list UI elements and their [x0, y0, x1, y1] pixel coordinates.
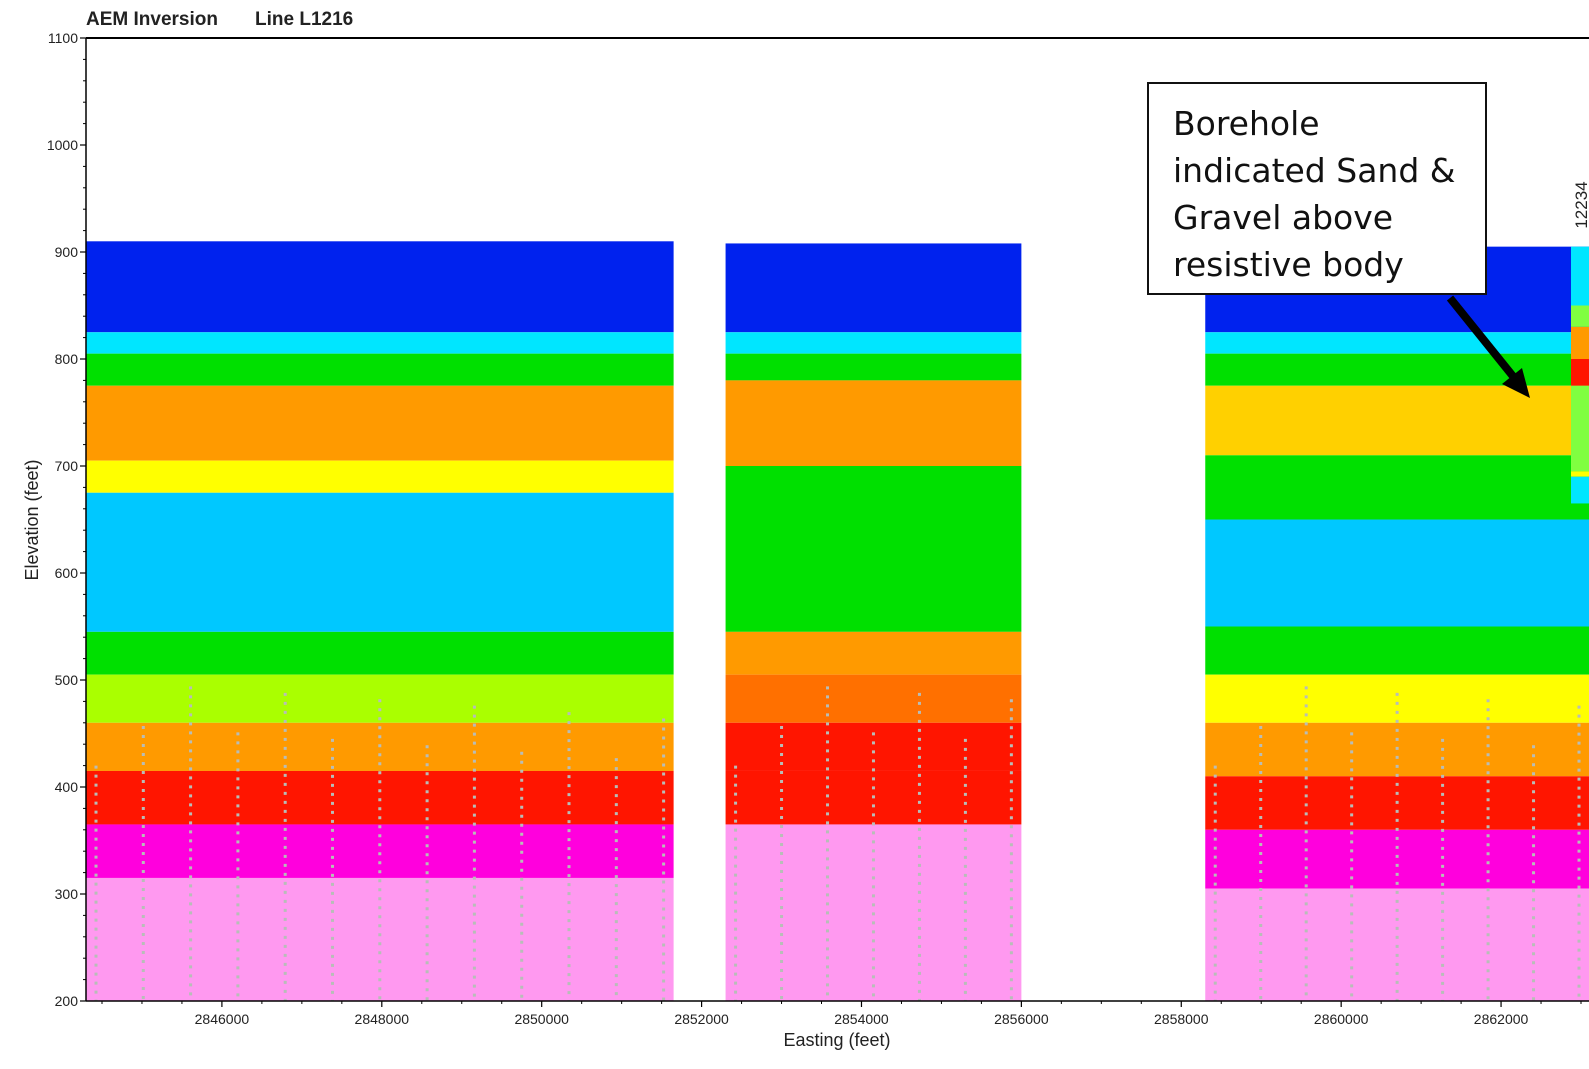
- y-tick-label: 700: [55, 458, 79, 474]
- x-tick-label: 2860000: [1314, 1011, 1369, 1027]
- doi-lines-section-3: [1213, 686, 1581, 1001]
- section-1-layer-6: [86, 492, 674, 632]
- x-tick-label: 2862000: [1474, 1011, 1529, 1027]
- callout-arrow: [1446, 295, 1530, 398]
- callout-line-1: Borehole: [1173, 104, 1320, 143]
- section-1-layer-5: [86, 460, 674, 493]
- annotation-callout: Borehole indicated Sand & Gravel above r…: [1147, 82, 1487, 295]
- section-1-layer-7: [86, 631, 674, 675]
- section-3-layer-6: [1205, 519, 1589, 627]
- callout-line-4: resistive body: [1173, 245, 1404, 284]
- y-tick-label: 400: [55, 779, 79, 795]
- borehole-layer-6: [1571, 471, 1589, 477]
- section-2-layer-4: [725, 380, 1022, 466]
- section-3-layer-12: [1205, 888, 1589, 1001]
- section-2-layer-5: [725, 466, 1022, 632]
- doi-lines-section-1: [94, 686, 666, 1001]
- callout-line-2: indicated Sand &: [1173, 151, 1456, 190]
- section-2-layer-6: [725, 631, 1022, 675]
- borehole-label: 12234: [1572, 181, 1589, 228]
- borehole-layer-7: [1571, 476, 1589, 504]
- section-2-layer-3: [725, 353, 1022, 381]
- borehole-layer-5: [1571, 385, 1589, 472]
- section-3-layer-3: [1205, 353, 1589, 386]
- borehole-layer-1: [1571, 246, 1589, 306]
- x-tick-label: 2850000: [514, 1011, 569, 1027]
- doi-lines-section-2: [734, 686, 1013, 1001]
- section-1-layer-11: [86, 824, 674, 878]
- x-tick-label: 2858000: [1154, 1011, 1209, 1027]
- y-tick-label: 500: [55, 672, 79, 688]
- x-tick-label: 2854000: [834, 1011, 889, 1027]
- borehole-layer-4: [1571, 359, 1589, 386]
- section-2-layer-1: [725, 243, 1022, 333]
- section-3-layer-4: [1205, 385, 1589, 456]
- section-1-layer-12: [86, 877, 674, 1001]
- y-tick-label: 1000: [47, 137, 78, 153]
- x-tick-label: 2856000: [994, 1011, 1049, 1027]
- section-2-layer-8: [725, 722, 1022, 771]
- borehole-12234: 12234: [1571, 181, 1589, 504]
- section-2-layer-2: [725, 332, 1022, 354]
- section-3-layer-8: [1205, 674, 1589, 723]
- y-tick-label: 200: [55, 993, 79, 1009]
- section-2: [725, 243, 1022, 1001]
- borehole-layer-2: [1571, 305, 1589, 327]
- section-3-layer-5: [1205, 455, 1589, 520]
- section-1-layer-2: [86, 332, 674, 354]
- y-axis-label: Elevation (feet): [22, 459, 42, 580]
- section-1-layer-1: [86, 241, 674, 333]
- callout-line-3: Gravel above: [1173, 198, 1394, 237]
- section-1-layer-10: [86, 770, 674, 825]
- x-tick-label: 2846000: [195, 1011, 250, 1027]
- y-tick-label: 600: [55, 565, 79, 581]
- x-axis-label: Easting (feet): [783, 1030, 890, 1050]
- section-1-layer-3: [86, 353, 674, 386]
- chart-subtitle: Line L1216: [255, 9, 353, 30]
- x-tick-label: 2852000: [674, 1011, 729, 1027]
- section-3-layer-2: [1205, 332, 1589, 354]
- section-3: [1205, 246, 1589, 1001]
- section-1: [86, 241, 674, 1001]
- section-1-layer-4: [86, 385, 674, 461]
- y-tick-label: 1100: [48, 30, 78, 46]
- section-2-layer-7: [725, 674, 1022, 723]
- y-tick-label: 900: [55, 244, 79, 260]
- y-tick-label: 800: [55, 351, 79, 367]
- section-1-layer-8: [86, 674, 674, 723]
- section-3-layer-7: [1205, 626, 1589, 675]
- y-tick-label: 300: [55, 886, 79, 902]
- borehole-layer-3: [1571, 326, 1589, 359]
- x-tick-label: 2848000: [355, 1011, 410, 1027]
- chart-title: AEM Inversion: [86, 9, 218, 30]
